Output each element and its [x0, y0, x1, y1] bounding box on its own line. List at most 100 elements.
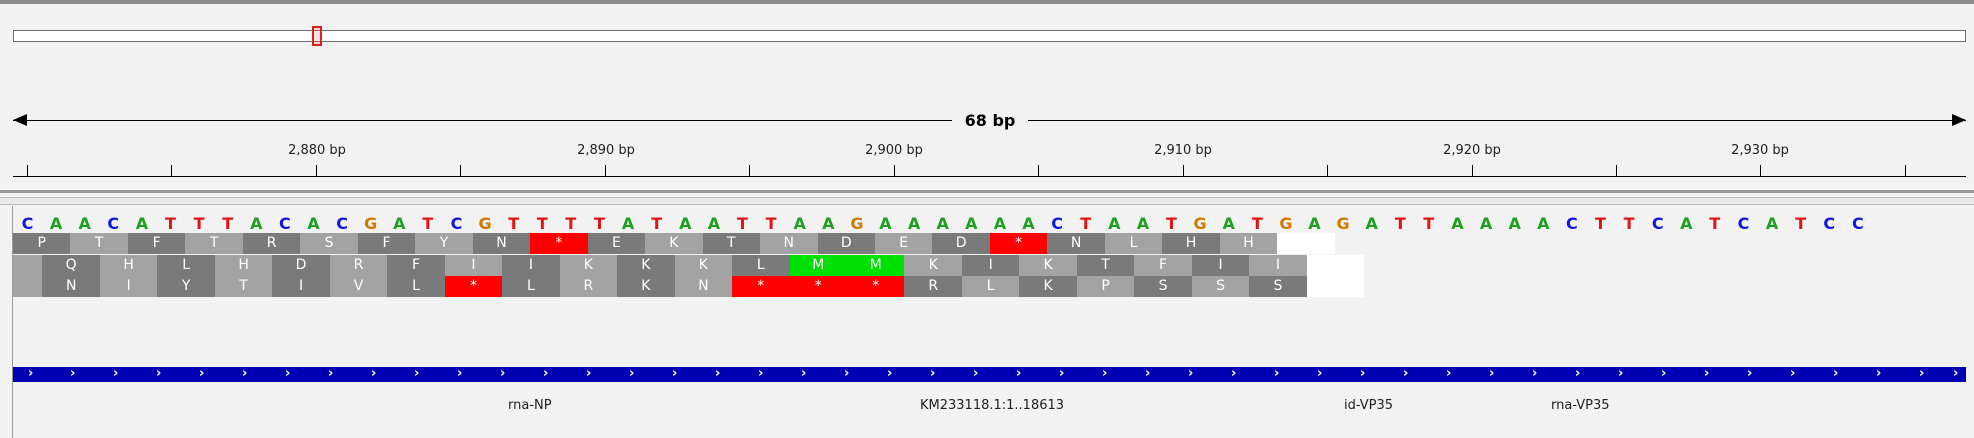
strand-direction-chevron-icon: › — [543, 366, 549, 381]
sequence-base: C — [107, 214, 120, 233]
start-codon-cell: M — [789, 255, 847, 276]
ruler-tick-label: 2,910 bp — [1154, 143, 1212, 158]
sequence-base: T — [193, 214, 205, 233]
ruler-tick — [171, 165, 172, 177]
strand-direction-chevron-icon: › — [1876, 366, 1882, 381]
sequence-base: A — [307, 214, 320, 233]
sequence-base: T — [765, 214, 777, 233]
sequence-base: T — [1795, 214, 1807, 233]
sequence-base: A — [250, 214, 263, 233]
amino-acid-cell: D — [932, 233, 990, 254]
panel-divider-handle[interactable] — [0, 197, 1974, 205]
amino-acid-cell: K — [1019, 255, 1077, 276]
feature-label[interactable]: rna-NP — [508, 398, 552, 413]
amino-acid-cell — [1306, 255, 1365, 276]
feature-label[interactable]: rna-VP35 — [1551, 398, 1610, 413]
sequence-base: A — [1022, 214, 1035, 233]
amino-acid-cell: T — [185, 233, 243, 254]
strand-direction-chevron-icon: › — [1747, 366, 1753, 381]
sequence-base: T — [737, 214, 748, 233]
ruler-tick-label: 2,900 bp — [865, 143, 923, 158]
sequence-base: T — [651, 214, 663, 233]
feature-label[interactable]: KM233118.1:1..18613 — [920, 398, 1065, 413]
ruler-tick — [894, 165, 895, 177]
amino-acid-cell: I — [99, 276, 158, 297]
gene-feature-track[interactable]: › › › › › › › › › › › › › › › › › › › › › › › › › › › › › › › › › › › › › › › ›… — [13, 366, 1966, 382]
amino-acid-cell — [1277, 233, 1335, 254]
amino-acid-cell: L — [961, 276, 1020, 297]
amino-acid-cell: H — [1219, 233, 1278, 254]
amino-acid-cell: K — [559, 255, 618, 276]
panel-divider[interactable] — [0, 190, 1974, 193]
start-codon-cell: M — [847, 255, 905, 276]
amino-acid-cell: K — [617, 255, 675, 276]
amino-acid-cell: T — [1076, 255, 1135, 276]
sequence-base: C — [21, 214, 34, 233]
stop-codon-cell: * — [847, 276, 905, 297]
strand-direction-chevron-icon: › — [500, 366, 506, 381]
sequence-base: A — [1108, 214, 1121, 233]
amino-acid-cell: I — [1191, 255, 1250, 276]
amino-acid-cell: S — [1191, 276, 1250, 297]
amino-acid-cell: R — [329, 255, 388, 276]
sequence-base: A — [1308, 214, 1321, 233]
strand-direction-chevron-icon: › — [1059, 366, 1065, 381]
amino-acid-cell: S — [1134, 276, 1192, 297]
strand-direction-chevron-icon: › — [371, 366, 377, 381]
sequence-base: C — [1566, 214, 1578, 233]
sequence-base: C — [1651, 214, 1664, 233]
amino-acid-cell: D — [817, 233, 875, 254]
sequence-base: A — [78, 214, 91, 233]
sequence-base: T — [1080, 214, 1092, 233]
strand-direction-chevron-icon: › — [1833, 366, 1839, 381]
amino-acid-cell: I — [272, 276, 330, 297]
sequence-base: T — [1394, 214, 1406, 233]
ruler-tick-label: 2,930 bp — [1731, 143, 1789, 158]
sequence-base: C — [1737, 214, 1750, 233]
sequence-base: A — [879, 214, 892, 233]
sequence-base: T — [1166, 214, 1177, 233]
sequence-base: C — [1852, 214, 1864, 233]
sequence-base: T — [165, 214, 176, 233]
strand-direction-chevron-icon: › — [629, 366, 635, 381]
strand-direction-chevron-icon: › — [715, 366, 721, 381]
strand-direction-chevron-icon: › — [1360, 366, 1366, 381]
amino-acid-cell: Y — [157, 276, 215, 297]
sequence-base: A — [1508, 214, 1521, 233]
amino-acid-cell: K — [617, 276, 675, 297]
amino-acid-cell — [1306, 276, 1365, 297]
ruler-tick — [749, 165, 750, 177]
sequence-base: A — [936, 214, 949, 233]
stop-codon-cell: * — [789, 276, 847, 297]
ruler-tick — [1616, 165, 1617, 177]
ruler-tick — [605, 165, 606, 177]
chromosome-ideogram[interactable] — [13, 30, 1966, 42]
strand-direction-chevron-icon: › — [1953, 366, 1959, 381]
amino-acid-cell: E — [875, 233, 933, 254]
amino-acid-cell: N — [1047, 233, 1105, 254]
stop-codon-cell: * — [989, 233, 1048, 254]
strand-direction-chevron-icon: › — [113, 366, 119, 381]
amino-acid-cell: F — [1134, 255, 1192, 276]
sequence-base: A — [49, 214, 63, 233]
sequence-base: A — [707, 214, 721, 233]
feature-label[interactable]: id-VP35 — [1344, 398, 1394, 413]
amino-acid-cell: N — [674, 276, 733, 297]
sequence-base: G — [1279, 214, 1293, 233]
amino-acid-cell: T — [702, 233, 761, 254]
strand-direction-chevron-icon: › — [844, 366, 850, 381]
ruler-tick — [1183, 165, 1184, 177]
ruler-axis-line — [13, 176, 1966, 177]
top-border — [0, 0, 1974, 4]
strand-direction-chevron-icon: › — [242, 366, 248, 381]
sequence-base: A — [679, 214, 692, 233]
sequence-base: T — [594, 214, 605, 233]
amino-acid-cell: H — [1162, 233, 1220, 254]
current-region-marker[interactable] — [312, 26, 322, 46]
amino-acid-cell: F — [357, 233, 416, 254]
sequence-base: A — [1537, 214, 1550, 233]
sequence-base: A — [393, 214, 406, 233]
amino-acid-cell: Q — [42, 255, 100, 276]
sequence-base: C — [450, 214, 463, 233]
sequence-base: A — [965, 214, 978, 233]
